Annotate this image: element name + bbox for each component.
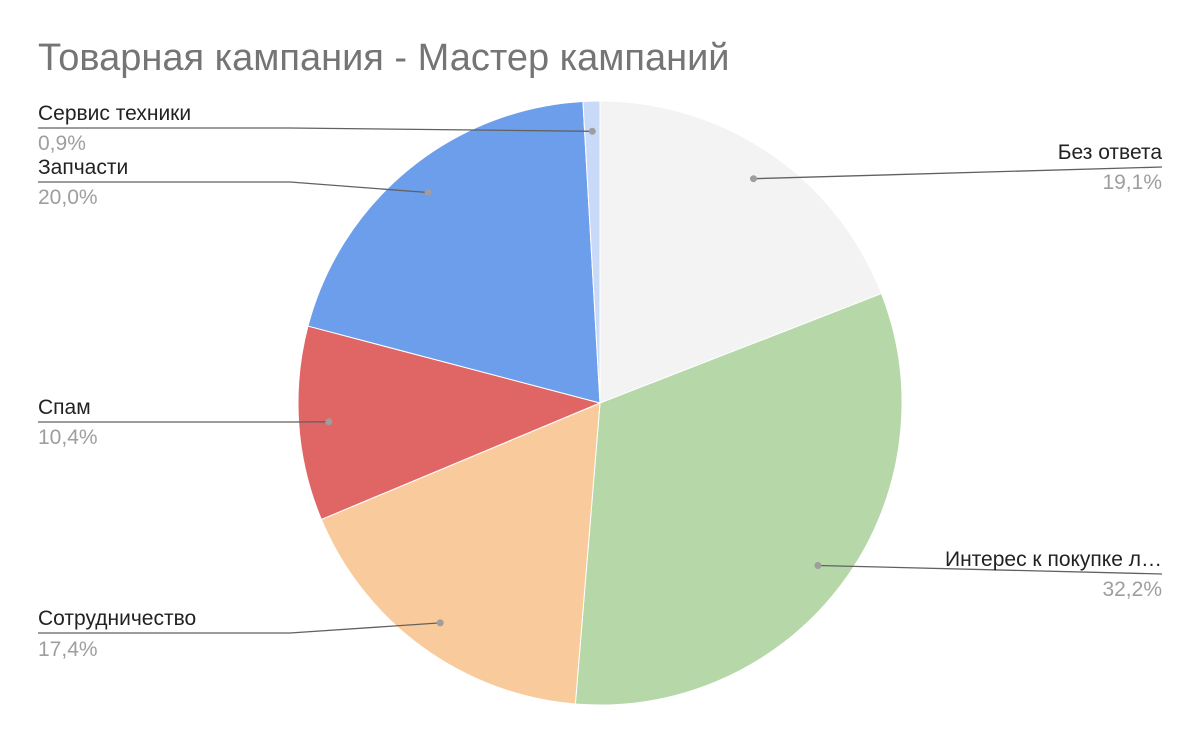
pie-slice[interactable] [307, 100, 601, 404]
slice-label: Без ответа [1058, 141, 1163, 164]
leader-line [817, 564, 1163, 575]
slice-percent-label: 20,0% [38, 186, 98, 209]
leader-anchor-dot [424, 189, 432, 196]
slice-label: Интерес к покупке л… [945, 548, 1162, 571]
leader-anchor-dot [436, 619, 444, 627]
leader-anchor-dot [750, 175, 757, 183]
chart-title: Товарная кампания - Мастер кампаний [38, 37, 730, 79]
leader-anchor-dot [325, 418, 333, 426]
leader-anchor-dot [814, 562, 822, 569]
slice-percent-label: 32,2% [1102, 578, 1162, 601]
pie-slice[interactable] [582, 100, 601, 404]
pie-slice[interactable] [574, 292, 903, 706]
slice-labels: Без ответа 19,1% Интерес к покупке л… 32,2%… [38, 102, 1162, 661]
slice-label: Сотрудничество [38, 607, 196, 630]
pie-slices [297, 100, 903, 706]
pie-slice[interactable] [320, 402, 601, 705]
leader-line [38, 181, 429, 194]
slice-percent-label: 0,9% [38, 132, 86, 155]
slice-label: Запчасти [38, 156, 128, 179]
slice-label: Сервис техники [38, 102, 191, 125]
slice-percent-label: 19,1% [1102, 171, 1162, 194]
leader-line [38, 127, 593, 132]
pie-slice[interactable] [297, 325, 602, 521]
slice-label: Спам [38, 396, 91, 419]
slice-percent-label: 10,4% [38, 426, 98, 449]
pie-slice[interactable] [599, 100, 883, 404]
slice-percent-label: 17,4% [38, 638, 98, 661]
leader-line [753, 166, 1163, 180]
leader-line [38, 622, 441, 634]
leader-anchor-dot [588, 127, 596, 135]
